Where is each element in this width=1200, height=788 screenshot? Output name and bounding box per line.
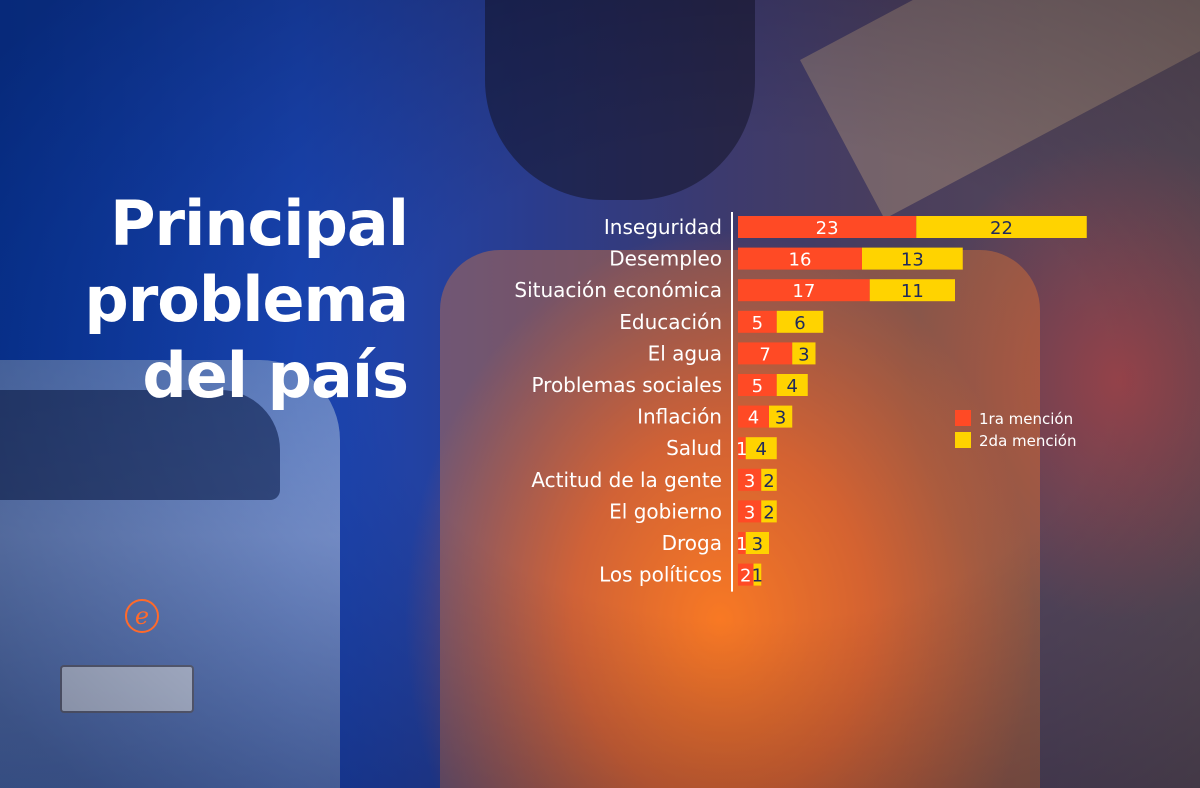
data-label-first-mention: 17 [792, 281, 815, 302]
category-label: Desempleo [609, 247, 722, 271]
data-label-second-mention: 3 [775, 408, 786, 429]
data-label-second-mention: 3 [752, 534, 763, 555]
category-labels: Inseguridad Desempleo Situación económica E… [514, 215, 722, 587]
data-label-second-mention: 2 [763, 502, 774, 523]
background-worker-head [485, 0, 755, 200]
brand-logo-icon: e [125, 599, 159, 633]
chart-title: Principal problema del país [84, 186, 409, 414]
category-label: Droga [662, 531, 722, 555]
data-label-first-mention: 23 [816, 218, 839, 239]
bar-second-mention [869, 279, 955, 302]
title-line-1: Principal [110, 187, 409, 260]
bar-second-mention [776, 374, 808, 396]
data-label-first-mention: 4 [748, 408, 759, 429]
data-label-first-mention: 2 [740, 566, 751, 587]
category-label: El gobierno [609, 499, 722, 523]
legend-swatch-first-mention [955, 410, 971, 426]
svg-text:e: e [135, 602, 149, 630]
bar-first-mention [738, 468, 762, 491]
data-label-second-mention: 11 [901, 281, 924, 302]
bar-second-mention [769, 405, 793, 428]
bar-first-mention [738, 247, 862, 270]
category-label: Actitud de la gente [531, 468, 722, 492]
data-label-second-mention: 13 [901, 250, 924, 271]
data-label-second-mention: 2 [763, 471, 774, 492]
bar-second-mention [745, 532, 769, 554]
data-label-second-mention: 1 [752, 566, 763, 587]
data-label-first-mention: 5 [752, 376, 763, 397]
data-label-second-mention: 6 [794, 313, 805, 334]
data-label-first-mention: 1 [736, 534, 747, 555]
category-label: Situación económica [514, 278, 722, 302]
bar-first-mention [738, 437, 746, 460]
bar-first-mention [738, 374, 777, 396]
bar-first-mention [738, 500, 762, 523]
legend: 1ra mención 2da mención [955, 410, 1076, 450]
title-line-2: problema [84, 263, 409, 336]
bar-first-mention [738, 216, 917, 238]
category-label: Salud [666, 436, 722, 460]
data-label-second-mention: 3 [798, 344, 809, 365]
bar-first-mention [738, 342, 793, 365]
category-label: El agua [648, 341, 722, 365]
legend-swatch-second-mention [955, 432, 971, 448]
category-label: Inseguridad [604, 215, 722, 239]
data-label-second-mention: 22 [990, 218, 1013, 239]
bar-second-mention [862, 247, 963, 270]
data-label-second-mention: 4 [756, 439, 767, 460]
bar-first-mention [738, 310, 777, 333]
data-label-first-mention: 7 [759, 344, 770, 365]
category-label: Educación [619, 310, 722, 334]
category-label: Problemas sociales [531, 373, 722, 397]
bar-second-mention [776, 310, 824, 333]
bar-second-mention [792, 342, 816, 365]
data-label-first-mention: 16 [789, 250, 812, 271]
bar-second-mention [761, 500, 777, 523]
bar-first-mention [738, 563, 754, 586]
bar-first-mention [738, 532, 746, 554]
title-line-3: del país [142, 339, 409, 412]
legend-label-second-mention: 2da mención [979, 432, 1076, 450]
background-license-plate [60, 665, 194, 713]
category-label: Los políticos [599, 563, 722, 587]
background-car-window [0, 390, 280, 500]
data-label-second-mention: 4 [787, 376, 798, 397]
bar-second-mention [761, 468, 777, 491]
bar-second-mention [753, 563, 762, 586]
data-label-first-mention: 3 [744, 502, 755, 523]
bar-second-mention [745, 437, 777, 460]
bar-second-mention [916, 216, 1087, 238]
bar-first-mention [738, 405, 769, 428]
data-label-first-mention: 5 [752, 313, 763, 334]
bar-first-mention [738, 279, 870, 302]
data-label-first-mention: 3 [744, 471, 755, 492]
data-label-first-mention: 1 [736, 439, 747, 460]
category-label: Inflación [637, 405, 722, 429]
legend-label-first-mention: 1ra mención [979, 410, 1073, 428]
